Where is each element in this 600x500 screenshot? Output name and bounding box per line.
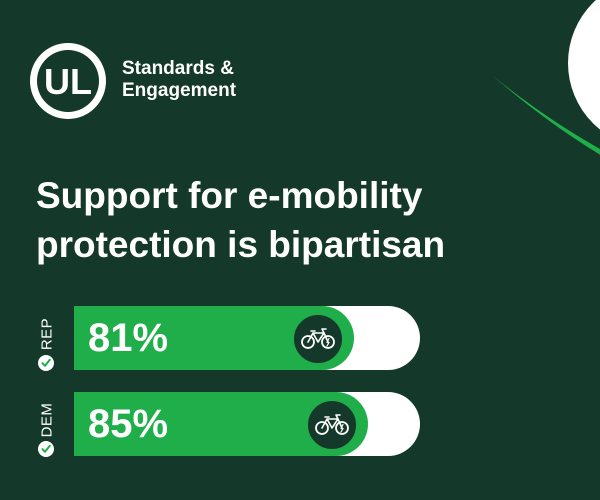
chart-title-line1: Support for e-mobility (36, 175, 423, 216)
category-dem: DEM (28, 392, 66, 457)
checkmark-icon (38, 441, 54, 457)
logo-text: UL (44, 61, 92, 102)
bar-row-rep: REP 81% (28, 306, 428, 371)
e-bike-icon (315, 414, 349, 435)
e-bike-icon (301, 328, 335, 349)
chart-title: Support for e-mobility protection is bip… (36, 171, 536, 269)
bike-badge-dem (306, 399, 358, 451)
bar-track-rep: 81% (74, 306, 420, 370)
bar-row-dem: DEM 85% (28, 392, 428, 457)
category-rep: REP (28, 306, 66, 371)
category-label-rep: REP (38, 317, 56, 351)
bar-dem: 85% (74, 392, 368, 456)
brand-name: Standards & Engagement (122, 58, 236, 102)
brand-name-line2: Engagement (122, 80, 237, 101)
ul-logo: UL (30, 43, 106, 119)
value-label-rep: 81% (88, 316, 169, 360)
bar-track-dem: 85% (74, 392, 420, 456)
bar-rep: 81% (74, 306, 354, 370)
chart-title-line2: protection is bipartisan (36, 224, 446, 265)
bike-badge-rep (292, 313, 344, 365)
value-label-dem: 85% (88, 402, 169, 446)
brand-name-line1: Standards & (122, 58, 234, 79)
checkmark-icon (38, 355, 54, 371)
category-label-dem: DEM (38, 402, 56, 438)
